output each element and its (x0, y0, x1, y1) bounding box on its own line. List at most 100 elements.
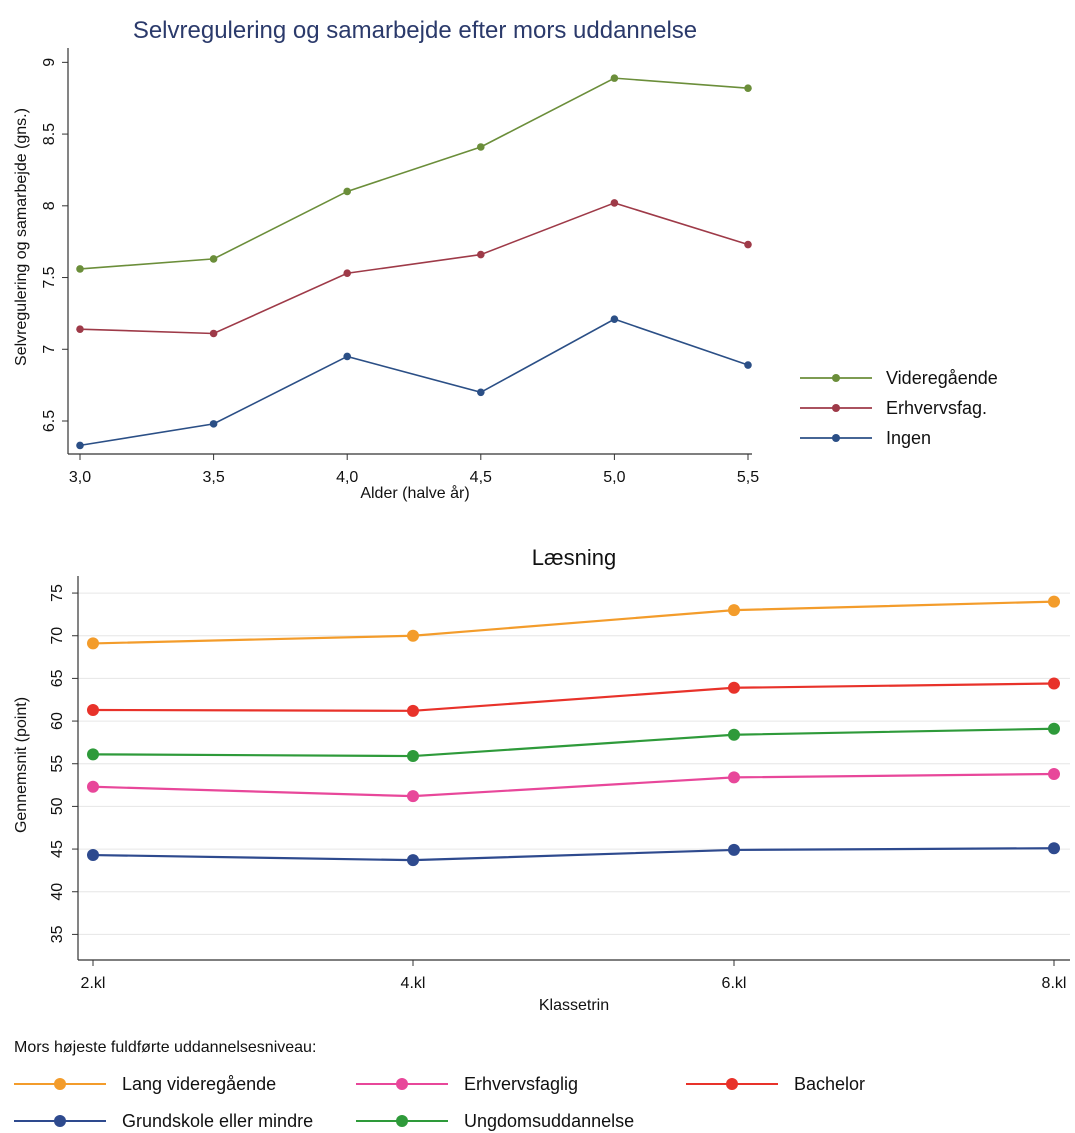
chart2-data-point (1048, 842, 1060, 855)
chart2-data-point (728, 771, 740, 784)
chart1-y-tick-label: 6.5 (41, 410, 58, 432)
chart2-data-point (87, 703, 99, 716)
chart1-data-point (76, 265, 84, 273)
chart2-xlabel: Klassetrin (539, 997, 609, 1014)
chart2-legend-marker (396, 1115, 408, 1127)
chart1-x-tick-label: 4,5 (470, 469, 492, 486)
chart2-data-point (407, 854, 419, 867)
chart2-series-line (92, 727, 1055, 758)
chart1-data-point (477, 388, 485, 397)
chart2-series-line (92, 600, 1055, 645)
chart2-x-tick-label: 2.kl (81, 975, 106, 992)
chart1-data-point (76, 325, 84, 333)
chart1-y-tick-label: 7 (41, 345, 58, 354)
chart1-legend-label: Videregående (886, 368, 998, 388)
chart1-series-line (79, 77, 749, 270)
chart1-data-point (76, 441, 84, 450)
chart2-title: Læsning (532, 545, 616, 570)
chart1-data-point (209, 420, 218, 428)
chart2-data-point (407, 750, 419, 763)
chart1-y-tick-label: 7.5 (41, 266, 58, 288)
chart1-y-tick-label: 8 (41, 201, 58, 210)
chart1-y-tick-label: 9 (41, 58, 58, 67)
chart2-x-tick-label: 8.kl (1042, 975, 1067, 992)
chart2-data-point (728, 728, 740, 741)
chart2-data-point (87, 780, 99, 793)
chart1-legend: Videregående Erhvervsfag. Ingen (800, 368, 998, 448)
chart1-data-point (610, 199, 619, 207)
chart2-data-point (407, 704, 419, 717)
chart2-y-tick-label: 35 (49, 925, 66, 943)
chart1-title: Selvregulering og samarbejde efter mors … (133, 17, 697, 44)
chart2-data-point (87, 637, 99, 650)
chart2-series (87, 595, 1060, 867)
chart2-y-tick-label: 55 (49, 755, 66, 773)
chart2-series-line (92, 772, 1055, 798)
chart1-data-point (744, 240, 752, 249)
chart2-x-tick-label: 6.kl (722, 975, 747, 992)
chart1-data-point (343, 187, 352, 196)
chart2-y-tick-label: 40 (49, 883, 66, 901)
chart2-legend-label: Erhvervsfaglig (464, 1074, 578, 1094)
chart1-x-tick-label: 3,0 (69, 469, 91, 486)
chart1-x-tick-label: 5,0 (603, 469, 625, 486)
chart2-data-point (728, 843, 740, 856)
chart1-data-point (343, 269, 352, 278)
chart1-series (76, 74, 752, 450)
chart2-legend-label: Grundskole eller mindre (122, 1111, 313, 1131)
chart2-y-tick-label: 50 (49, 797, 66, 815)
chart2-legend-label: Bachelor (794, 1074, 865, 1094)
chart2-legend-title: Mors højeste fuldførte uddannelsesniveau… (14, 1039, 316, 1056)
chart-selvregulering: Selvregulering og samarbejde efter mors … (13, 17, 998, 502)
chart2-data-point (1048, 595, 1060, 608)
chart2-data-point (1048, 767, 1060, 780)
chart2-data-point (407, 629, 419, 642)
chart1-series-line (79, 318, 749, 447)
chart2-legend-label: Ungdomsuddannelse (464, 1111, 634, 1131)
chart2-y-tick-label: 65 (49, 669, 66, 687)
chart-laesning: Læsning 35 40 45 50 55 60 65 70 75 2.kl 4.kl 6.kl 8.… (13, 545, 1070, 1131)
chart1-data-point (209, 255, 218, 263)
chart2-legend-marker (54, 1115, 66, 1127)
chart1-data-point (477, 143, 485, 151)
chart2-data-point (728, 604, 740, 617)
chart2-x-tick-label: 4.kl (401, 975, 426, 992)
chart1-ylabel: Selvregulering og samarbejde (gns.) (13, 108, 30, 366)
chart2-legend: Lang videregående Erhvervsfaglig Bachelor G… (14, 1074, 865, 1131)
chart1-data-point (744, 84, 752, 92)
chart1-data-point (343, 352, 352, 361)
chart1-data-point (610, 74, 619, 82)
chart2-series-line (92, 847, 1055, 862)
chart1-y-tick-label: 8.5 (41, 123, 58, 145)
chart1-legend-marker (832, 404, 840, 412)
chart1-xlabel: Alder (halve år) (360, 484, 469, 502)
chart1-data-point (477, 250, 485, 259)
chart1-data-point (209, 329, 218, 338)
chart1-x-tick-label: 4,0 (336, 469, 358, 486)
chart2-legend-marker (726, 1078, 738, 1090)
chart2-y-tick-label: 70 (49, 627, 66, 645)
chart1-legend-label: Erhvervsfag. (886, 398, 987, 418)
chart2-legend-marker (54, 1078, 66, 1090)
chart2-data-point (728, 681, 740, 694)
chart1-data-point (744, 361, 752, 369)
chart1-x-tick-label: 3,5 (202, 469, 224, 486)
chart1-axes: 6.5 7 7.5 8 8.5 9 3,0 3,5 4,0 4,5 5,0 5,5 (41, 48, 759, 486)
chart1-legend-label: Ingen (886, 428, 931, 448)
chart2-ylabel: Gennemsnit (point) (13, 697, 30, 833)
chart1-legend-marker (832, 374, 840, 382)
chart2-series-line (92, 682, 1055, 712)
chart2-data-point (407, 790, 419, 803)
chart2-y-tick-label: 75 (49, 584, 66, 602)
chart2-axes: 35 40 45 50 55 60 65 70 75 2.kl 4.kl 6.kl 8.kl (49, 576, 1070, 992)
chart2-y-tick-label: 45 (49, 840, 66, 858)
chart2-y-tick-label: 60 (49, 712, 66, 730)
chart1-legend-marker (832, 434, 840, 442)
chart2-data-point (87, 849, 99, 862)
chart2-legend-marker (396, 1078, 408, 1090)
chart2-data-point (1048, 722, 1060, 735)
chart1-x-tick-label: 5,5 (737, 469, 759, 486)
chart2-legend-label: Lang videregående (122, 1074, 276, 1094)
chart1-data-point (610, 315, 619, 323)
